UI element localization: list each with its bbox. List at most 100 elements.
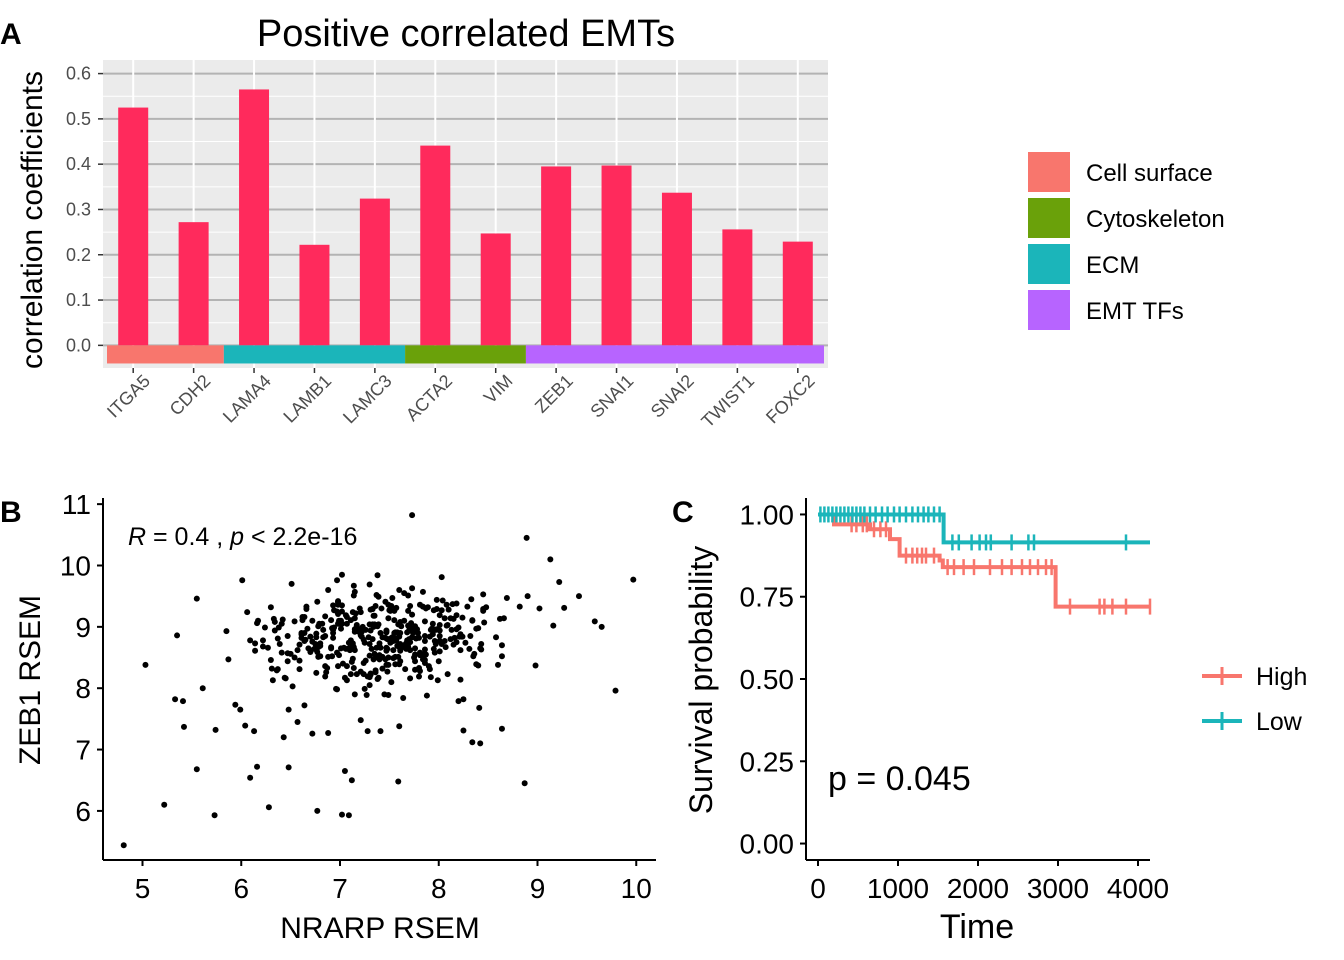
chart-b-point [392, 629, 399, 636]
chart-b-point [303, 606, 310, 613]
chart-b-point [385, 615, 392, 622]
chart-b-point [375, 674, 382, 681]
chart-b-point [397, 641, 404, 648]
chart-b-point [350, 664, 357, 671]
panel-label-c: C [672, 496, 694, 529]
chart-b-point [433, 606, 440, 613]
chart-b-point [388, 602, 395, 609]
chart-b-point [466, 645, 473, 652]
chart-b-point [375, 593, 382, 600]
chart-b-y-tick-label: 8 [75, 673, 91, 704]
chart-b-point [313, 669, 320, 676]
chart-b-point [383, 644, 390, 651]
chart-b-annotation-r: R [128, 523, 146, 551]
chart-b-point [421, 637, 428, 644]
chart-b-point [406, 623, 413, 630]
panel-c: C 0.00 0.25 0.50 0.75 1.00 0 1000 2000 3000 4000… [672, 496, 1307, 946]
chart-b-point [401, 617, 408, 624]
chart-b-point [434, 677, 441, 684]
chart-b-annotation-p-value: < 2.2e-16 [244, 523, 357, 551]
chart-a-y-tick-label: 0.4 [66, 154, 91, 174]
chart-a-bar [480, 233, 511, 346]
chart-b-point [305, 645, 312, 652]
chart-b-point [385, 661, 392, 668]
chart-a-bar [239, 89, 270, 346]
chart-b-point [401, 590, 408, 597]
chart-b-point [267, 656, 274, 663]
chart-b-point [281, 674, 288, 681]
chart-b-point [242, 722, 249, 729]
chart-b-point [330, 634, 337, 641]
chart-b-point [366, 652, 373, 659]
chart-b-point [598, 623, 605, 630]
chart-a-bar [601, 165, 632, 346]
chart-b-point [374, 572, 381, 579]
chart-b-point [498, 725, 505, 732]
chart-b-point [193, 766, 200, 773]
chart-b-point [371, 650, 378, 657]
chart-b-x-tick-label: 5 [135, 873, 151, 904]
chart-b-point [561, 604, 568, 611]
chart-c-y-axis-label: Survival probability [683, 546, 719, 815]
chart-b-point [338, 811, 345, 818]
chart-b-point [335, 663, 342, 670]
chart-b-point [225, 656, 232, 663]
chart-a-bar [359, 198, 390, 346]
chart-b-point [199, 685, 206, 692]
chart-b-point [556, 579, 563, 586]
chart-b-point [369, 606, 376, 613]
chart-b-point [421, 633, 428, 640]
chart-b-point [387, 639, 394, 646]
chart-b-point [276, 641, 283, 648]
chart-b-point [432, 626, 439, 633]
chart-b-point [337, 645, 344, 652]
chart-b-point [357, 717, 364, 724]
chart-b-point [284, 633, 291, 640]
chart-b-point [291, 654, 298, 661]
chart-b-point [296, 657, 303, 664]
chart-b-point [398, 623, 405, 630]
chart-b-point [349, 655, 356, 662]
chart-b-point [366, 581, 373, 588]
chart-b-point [362, 657, 369, 664]
chart-b-point [172, 696, 179, 703]
chart-a-legend-label: Cell surface [1086, 160, 1213, 187]
chart-b-point [274, 635, 281, 642]
chart-a-legend-label: ECM [1086, 252, 1139, 279]
chart-b-point [423, 692, 430, 699]
chart-b-point [467, 633, 474, 640]
chart-b-point [478, 641, 485, 648]
chart-b-point [630, 576, 637, 583]
chart-b-point [364, 728, 371, 735]
chart-a-group-bar [405, 345, 526, 364]
chart-b-point [285, 764, 292, 771]
chart-b-point [459, 614, 466, 621]
chart-b-point [361, 685, 368, 692]
chart-b-point [496, 615, 503, 622]
chart-b-point [395, 653, 402, 660]
chart-a-legend: Cell surface Cytoskeleton ECM EMT TFs [1028, 152, 1225, 330]
chart-a-legend-swatch [1028, 244, 1070, 284]
chart-b-y-tick-label: 6 [75, 796, 91, 827]
chart-b-point [304, 625, 311, 632]
chart-b-point [356, 605, 363, 612]
chart-b-point [462, 639, 469, 646]
chart-b-point [409, 611, 416, 618]
chart-b-point [468, 596, 475, 603]
chart-b-point [348, 777, 355, 784]
panel-label-b: B [0, 496, 22, 529]
chart-b-point [469, 739, 476, 746]
chart-b-point [237, 706, 244, 713]
chart-a-legend-label: Cytoskeleton [1086, 206, 1225, 233]
chart-b-point [261, 624, 268, 631]
chart-b-point [252, 640, 259, 647]
chart-b-point [341, 768, 348, 775]
chart-b-point [360, 636, 367, 643]
chart-b-point [419, 588, 426, 595]
chart-b-point [296, 666, 303, 673]
chart-c-legend: High Low [1202, 663, 1307, 736]
chart-b-point [232, 701, 239, 708]
chart-b-point [294, 647, 301, 654]
chart-b-point [395, 778, 402, 785]
chart-c-x-tick-label: 0 [810, 873, 826, 904]
